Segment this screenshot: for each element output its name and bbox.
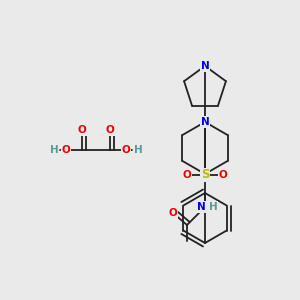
Text: O: O bbox=[61, 145, 70, 155]
Text: O: O bbox=[106, 125, 114, 135]
Text: O: O bbox=[122, 145, 130, 155]
Text: H: H bbox=[50, 145, 58, 155]
Text: O: O bbox=[169, 208, 177, 218]
Text: N: N bbox=[201, 61, 209, 71]
Text: O: O bbox=[183, 170, 191, 180]
Text: N: N bbox=[201, 117, 209, 127]
Text: H: H bbox=[134, 145, 142, 155]
Text: O: O bbox=[78, 125, 86, 135]
Text: S: S bbox=[201, 169, 209, 182]
Text: N: N bbox=[196, 202, 206, 212]
Text: O: O bbox=[219, 170, 227, 180]
Text: H: H bbox=[208, 202, 217, 212]
